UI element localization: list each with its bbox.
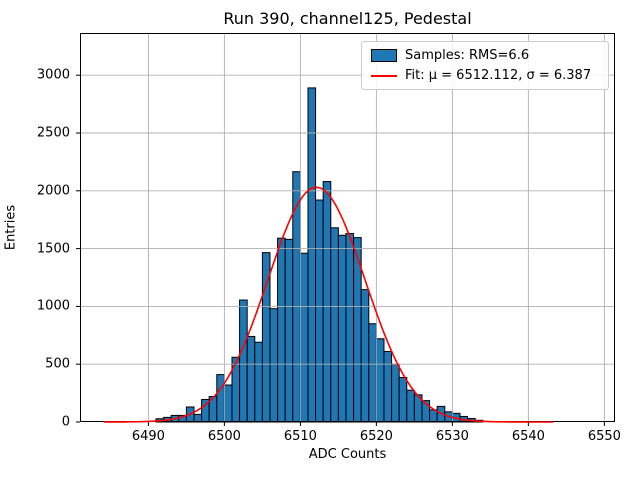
histogram-bar (398, 376, 408, 423)
y-axis-label: Entries (3, 204, 19, 251)
histogram-bar (299, 252, 309, 423)
legend: Samples: RMS=6.6 Fit: μ = 6512.112, σ = … (361, 41, 609, 90)
histogram-bar (360, 289, 370, 423)
histogram-bar (406, 389, 415, 423)
legend-item-fit: Fit: μ = 6512.112, σ = 6.387 (371, 68, 599, 83)
y-tick-label: 2500 (36, 125, 70, 141)
chart-title: Run 390, channel125, Pedestal (223, 9, 472, 28)
histogram-bar (292, 171, 301, 423)
fit-line-icon (371, 74, 397, 77)
histogram-bar (330, 227, 339, 423)
histogram-bar (216, 374, 225, 423)
fit-legend-label: Fit: μ = 6512.112, σ = 6.387 (405, 68, 592, 83)
histogram-bar (375, 338, 385, 423)
histogram-bar (284, 238, 294, 423)
samples-swatch-icon (371, 49, 397, 62)
y-tick-label: 0 (61, 414, 70, 430)
histogram-bar (337, 234, 347, 423)
x-axis-label: ADC Counts (308, 447, 387, 462)
samples-legend-label: Samples: RMS=6.6 (405, 48, 530, 63)
y-tick-label: 1500 (36, 241, 70, 257)
histogram-bar (315, 199, 324, 423)
axes-spines (80, 33, 615, 422)
histogram-bar (322, 181, 332, 423)
histogram-bar (246, 335, 256, 423)
plot-area: 6490 6500 6510 6520 6530 6540 6550 0 500 1000 150… (37, 33, 621, 444)
x-tick-label: 6520 (359, 429, 393, 444)
histogram-bar (239, 299, 248, 423)
histogram-bar (383, 350, 393, 423)
y-tick-label: 3000 (36, 67, 70, 83)
y-tick-label: 500 (45, 356, 70, 372)
histogram-bar (391, 363, 400, 423)
x-tick-label: 6540 (511, 429, 545, 444)
histogram-bar (223, 384, 233, 423)
y-tick-label: 2000 (36, 183, 70, 199)
histogram-svg (76, 33, 615, 426)
x-tick-label: 6500 (207, 429, 241, 444)
x-tick-label: 6490 (131, 429, 165, 444)
x-tick-label: 6530 (435, 429, 469, 444)
histogram-bar (368, 323, 377, 423)
histogram-bar (269, 308, 279, 423)
histogram-bar (193, 413, 203, 423)
histogram-bar (254, 341, 263, 423)
legend-item-samples: Samples: RMS=6.6 (371, 48, 599, 63)
histogram-bar (429, 409, 438, 423)
x-tick-label: 6510 (283, 429, 317, 444)
fit-curve (103, 186, 554, 423)
y-tick-label: 1000 (36, 298, 70, 314)
histogram-bar (345, 233, 355, 423)
histogram-bar (307, 87, 317, 423)
x-tick-label: 6550 (587, 429, 621, 444)
histogram-bar (277, 237, 286, 423)
